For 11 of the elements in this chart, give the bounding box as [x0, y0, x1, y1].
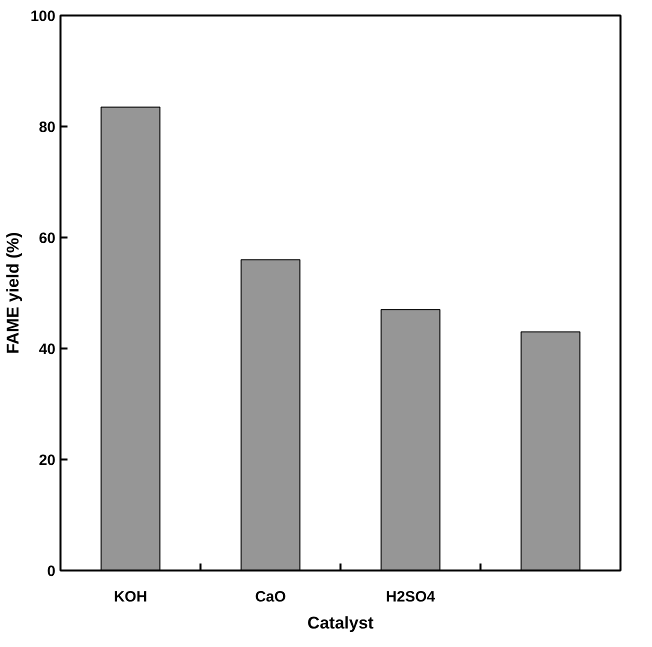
- x-tick-label: H2SO4: [386, 588, 436, 606]
- y-tick-label: 60: [38, 230, 56, 247]
- y-tick-label: 40: [38, 341, 56, 358]
- y-axis-title: FAME yield (%): [3, 232, 22, 354]
- y-tick-label: 20: [38, 452, 56, 469]
- x-tick-label: KOH: [114, 588, 148, 606]
- y-tick-label: 80: [38, 119, 56, 136]
- x-axis-title: Catalyst: [307, 614, 374, 632]
- y-tick-label: 0: [47, 563, 56, 580]
- x-tick-label: CaO: [255, 588, 286, 606]
- y-tick-label: 100: [30, 8, 56, 25]
